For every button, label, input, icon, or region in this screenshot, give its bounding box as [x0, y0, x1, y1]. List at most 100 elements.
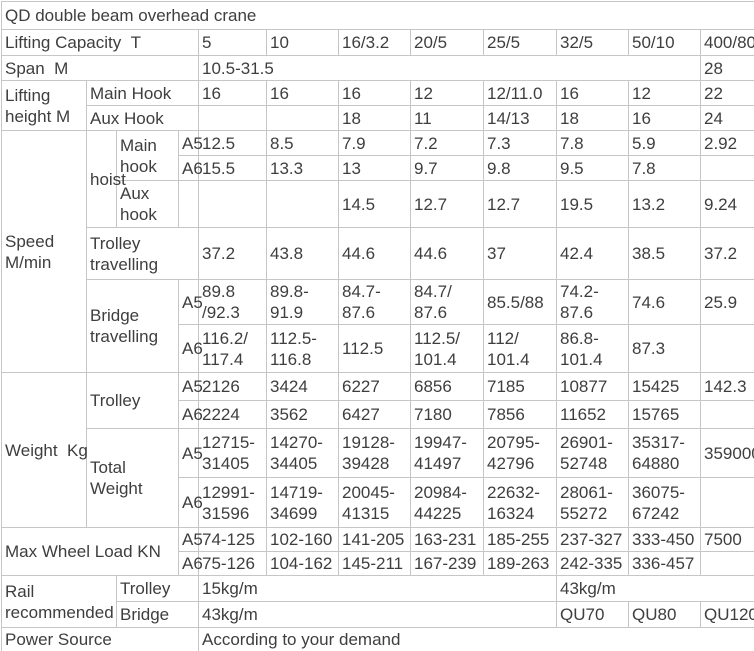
- aux-hook-value: 18: [338, 105, 411, 131]
- trolley-travel-value: 37: [483, 227, 557, 280]
- table-title: QD double beam overhead crane: [0, 1, 754, 30]
- total-weight-a5-value: 14270- 34405: [266, 428, 339, 478]
- hoist-main-a5-value: 2.92: [699, 130, 754, 156]
- max-wheel-a6-value: 75-126: [198, 551, 267, 576]
- hoist-main-a6-value: 13: [338, 155, 411, 181]
- class-label-a5: A5: [178, 428, 203, 478]
- group-label-speed: Speed M/min: [1, 130, 87, 373]
- hoist-aux-value: 12.7: [410, 180, 484, 228]
- total-weight-a6-value: 12991- 31596: [198, 477, 267, 528]
- class-label-a5: A5: [178, 130, 203, 156]
- total-weight-a6-value: [699, 477, 754, 528]
- trolley-travel-value: 37.2: [699, 227, 754, 280]
- hoist-main-a6-value: 15.5: [198, 155, 267, 181]
- hoist-main-a6-value: [699, 155, 754, 181]
- total-weight-a5-value: 19128- 39428: [338, 428, 411, 478]
- trolley-travel-value: 42.4: [556, 227, 629, 280]
- hoist-main-a5-value: 12.5: [198, 130, 267, 156]
- weight-trolley-a6-value: [699, 400, 754, 429]
- bridge-a6-value: 112/ 101.4: [483, 324, 557, 373]
- bridge-a5-value: 74.6: [628, 279, 701, 325]
- weight-trolley-a6-value: 7856: [483, 400, 557, 429]
- capacity-value: 20/5: [410, 29, 484, 56]
- max-wheel-a6-value: 104-162: [266, 551, 339, 576]
- trolley-travel-value: 44.6: [338, 227, 411, 280]
- weight-trolley-a5-value: 142.3: [699, 372, 754, 401]
- weight-trolley-a6-value: 3562: [266, 400, 339, 429]
- row-label-power-source: Power Source: [1, 627, 199, 651]
- bridge-a6-value: 86.8- 101.4: [556, 324, 629, 373]
- class-label-a5: A5: [178, 279, 203, 325]
- total-weight-a6-value: 14719- 34699: [266, 477, 339, 528]
- max-wheel-a5-value: 102-160: [266, 527, 339, 552]
- main-hook-value: 16: [198, 80, 267, 106]
- weight-trolley-a5-value: 2126: [198, 372, 267, 401]
- total-weight-a5-value: 12715- 31405: [198, 428, 267, 478]
- row-label-main-hook: Main Hook: [86, 80, 199, 106]
- row-label-bridge-travelling: Bridge travelling: [86, 279, 179, 373]
- class-label-a6: A6: [178, 155, 203, 181]
- aux-hook-value: 14/13: [483, 105, 557, 131]
- weight-trolley-a6-value: 15765: [628, 400, 701, 429]
- capacity-value: 50/10: [628, 29, 701, 56]
- bridge-a5-value: 85.5/88: [483, 279, 557, 325]
- hoist-aux-value: 13.2: [628, 180, 701, 228]
- total-weight-a6-value: 20984- 44225: [410, 477, 484, 528]
- hoist-main-a5-value: 7.2: [410, 130, 484, 156]
- row-label-rail-trolley: Trolley: [116, 575, 199, 602]
- capacity-value: 32/5: [556, 29, 629, 56]
- capacity-value: 25/5: [483, 29, 557, 56]
- row-label-trolley-travelling: Trolley travelling: [86, 227, 199, 280]
- hoist-aux-value: [198, 180, 267, 228]
- max-wheel-a5-value: 141-205: [338, 527, 411, 552]
- max-wheel-a6-value: [699, 551, 754, 576]
- weight-trolley-a5-value: 10877: [556, 372, 629, 401]
- hoist-main-a6-value: 9.5: [556, 155, 629, 181]
- bridge-a5-value: 89.8-91.9: [266, 279, 339, 325]
- main-hook-value: 12/11.0: [483, 80, 557, 106]
- trolley-travel-value: 44.6: [410, 227, 484, 280]
- trolley-travel-value: 37.2: [198, 227, 267, 280]
- row-label-aux-hook: Aux Hook: [86, 105, 199, 131]
- main-hook-value: 16: [556, 80, 629, 106]
- total-weight-a5-value: 20795- 42796: [483, 428, 557, 478]
- weight-trolley-a5-value: 15425: [628, 372, 701, 401]
- max-wheel-a6-value: 167-239: [410, 551, 484, 576]
- weight-trolley-a6-value: 11652: [556, 400, 629, 429]
- group-label-rail: Rail recommended: [1, 575, 117, 628]
- aux-hook-value: [266, 105, 339, 131]
- row-label-total-weight: Total Weight: [86, 428, 179, 528]
- hoist-main-a5-value: 7.9: [338, 130, 411, 156]
- class-label-a5: A5: [178, 527, 203, 552]
- hoist-aux-value: 9.24: [699, 180, 754, 228]
- max-wheel-a6-value: 336-457: [628, 551, 701, 576]
- row-label-hoist-main-hook: Main hook: [116, 130, 179, 181]
- class-label-a6: A6: [178, 324, 203, 373]
- weight-trolley-a6-value: 2224: [198, 400, 267, 429]
- aux-hook-value: [198, 105, 267, 131]
- rail-bridge-left-value: 43kg/m: [198, 601, 557, 628]
- group-label-lifting-height: Lifting height M: [1, 80, 87, 131]
- rail-bridge-qu-value: QU120: [699, 601, 754, 628]
- bridge-a6-value: 112.5: [338, 324, 411, 373]
- hoist-aux-value: 19.5: [556, 180, 629, 228]
- row-label-span: Span M: [1, 55, 199, 81]
- trolley-travel-value: 43.8: [266, 227, 339, 280]
- rail-trolley-left-value: 15kg/m: [198, 575, 557, 602]
- class-label-a6: A6: [178, 551, 203, 576]
- main-hook-value: 12: [410, 80, 484, 106]
- bridge-a6-value: 112.5/ 101.4: [410, 324, 484, 373]
- aux-hook-value: 18: [556, 105, 629, 131]
- capacity-value: 10: [266, 29, 339, 56]
- weight-trolley-a5-value: 6856: [410, 372, 484, 401]
- bridge-a5-value: 74.2-87.6: [556, 279, 629, 325]
- power-source-value: According to your demand: [197, 627, 754, 651]
- hoist-aux-value: [266, 180, 339, 228]
- total-weight-a5-value: 359000: [699, 428, 754, 478]
- row-label-hoist-aux-hook: Aux hook: [116, 180, 179, 228]
- aux-hook-value: 24: [699, 105, 754, 131]
- total-weight-a6-value: 36075- 67242: [628, 477, 701, 528]
- main-hook-value: 12: [628, 80, 701, 106]
- weight-trolley-a5-value: 7185: [483, 372, 557, 401]
- row-label-max-wheel-load: Max Wheel Load KN: [1, 527, 179, 576]
